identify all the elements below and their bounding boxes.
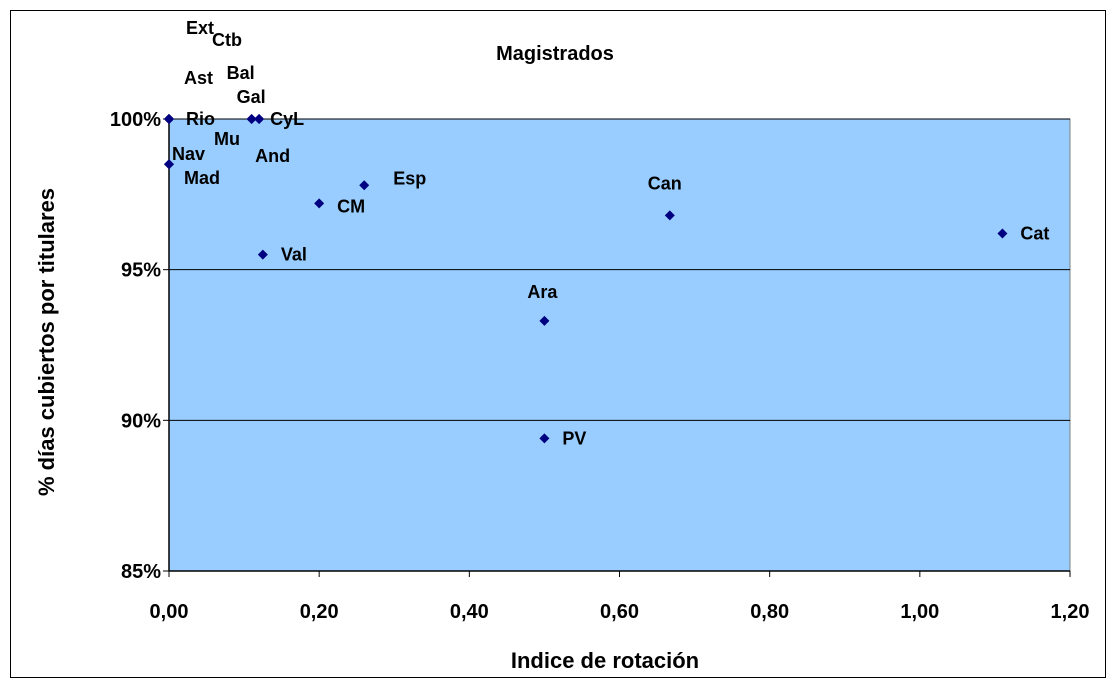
data-point-esp bbox=[359, 180, 370, 191]
data-label-ext: Ext bbox=[186, 18, 214, 38]
data-point-pv bbox=[539, 433, 550, 444]
data-point-can bbox=[664, 210, 675, 221]
y-tick-label: 90% bbox=[121, 410, 161, 432]
data-point-mu bbox=[164, 114, 174, 124]
data-label-ast: Ast bbox=[184, 68, 213, 88]
data-label-nav: Nav bbox=[172, 144, 205, 164]
y-tick-label: 100% bbox=[110, 109, 161, 131]
x-tick-label: 0,60 bbox=[600, 601, 639, 623]
data-point-ara bbox=[539, 315, 550, 326]
y-tick-label: 95% bbox=[121, 260, 161, 282]
plot-area bbox=[168, 118, 1071, 572]
data-point-cat bbox=[997, 228, 1008, 239]
x-tick-label: 1,20 bbox=[1051, 601, 1090, 623]
data-label-cm: CM bbox=[337, 196, 365, 216]
x-tick-label: 0,80 bbox=[750, 601, 789, 623]
data-label-bal: Bal bbox=[227, 63, 255, 83]
data-point-mad bbox=[164, 159, 174, 170]
data-label-cat: Cat bbox=[1020, 224, 1049, 244]
data-label-mu: Mu bbox=[214, 129, 240, 149]
data-label-gal: Gal bbox=[237, 87, 266, 107]
data-label-mad: Mad bbox=[184, 168, 220, 188]
data-label-ctb: Ctb bbox=[212, 30, 242, 50]
data-label-val: Val bbox=[281, 245, 307, 265]
x-tick-label: 0,40 bbox=[450, 601, 489, 623]
data-label-cyl: CyL bbox=[270, 109, 304, 129]
data-label-esp: Esp bbox=[393, 168, 426, 188]
x-tick-label: 0,00 bbox=[150, 601, 189, 623]
x-axis-label: Indice de rotación bbox=[511, 648, 699, 673]
chart-title: Magistrados bbox=[496, 43, 614, 65]
data-label-rio: Rio bbox=[186, 109, 215, 129]
data-label-ara: Ara bbox=[527, 282, 558, 302]
data-point-gal bbox=[246, 114, 257, 124]
y-axis-label: % días cubiertos por titulares bbox=[34, 188, 59, 496]
x-tick-label: 1,00 bbox=[900, 601, 939, 623]
data-label-can: Can bbox=[648, 173, 682, 193]
data-point-val bbox=[257, 249, 268, 260]
data-point-cm bbox=[314, 198, 325, 209]
data-point-and bbox=[254, 114, 265, 124]
data-label-and: And bbox=[255, 146, 290, 166]
data-label-pv: PV bbox=[562, 428, 586, 448]
x-tick-label: 0,20 bbox=[300, 601, 339, 623]
y-tick-label: 85% bbox=[121, 561, 161, 583]
